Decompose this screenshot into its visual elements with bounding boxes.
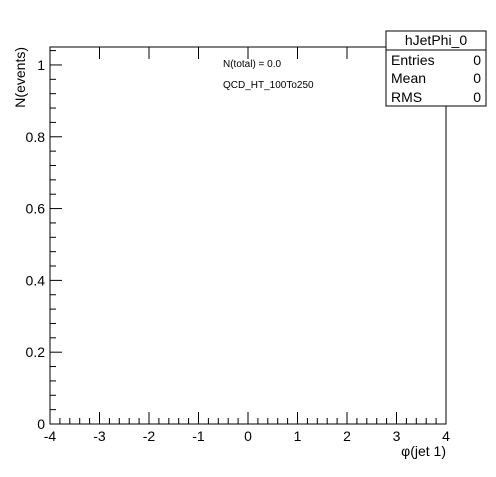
stats-mean-label: Mean <box>391 70 426 86</box>
sample-name-annotation: QCD_HT_100To250 <box>223 80 314 91</box>
x-axis-label: φ(jet 1) <box>401 443 446 459</box>
stats-mean-value: 0 <box>473 70 481 86</box>
stats-box: hJetPhi_0 Entries 0 Mean 0 RMS 0 <box>385 30 487 107</box>
y-tick-labels: 0 0.2 0.4 0.6 0.8 1 <box>26 57 46 432</box>
y-tick-label: 0 <box>37 416 45 432</box>
x-tick-label: -1 <box>192 428 205 444</box>
stats-box-title: hJetPhi_0 <box>405 32 467 48</box>
x-tick-label: 1 <box>294 428 302 444</box>
stats-rms-value: 0 <box>473 89 481 105</box>
y-tick-label: 1 <box>37 57 45 73</box>
stats-entries-label: Entries <box>391 52 435 68</box>
stats-box-frame <box>385 30 487 107</box>
y-tick-label: 0.8 <box>26 129 46 145</box>
axis-ticks <box>49 47 447 425</box>
total-events-annotation: N(total) = 0.0 <box>223 59 282 70</box>
y-tick-label: 0.4 <box>26 272 46 288</box>
x-tick-label: -3 <box>93 428 106 444</box>
stats-rms-label: RMS <box>391 89 422 105</box>
x-tick-labels: -4 -3 -2 -1 0 1 2 3 4 <box>44 428 450 444</box>
x-tick-label: 4 <box>442 428 450 444</box>
y-tick-label: 0.2 <box>26 344 46 360</box>
y-tick-label: 0.6 <box>26 201 46 217</box>
x-tick-label: 3 <box>393 428 401 444</box>
x-tick-label: 0 <box>244 428 252 444</box>
x-tick-label: 2 <box>343 428 351 444</box>
y-axis-label: N(events) <box>12 47 28 108</box>
x-tick-label: -4 <box>44 428 57 444</box>
x-tick-label: -2 <box>143 428 156 444</box>
stats-entries-value: 0 <box>473 52 481 68</box>
